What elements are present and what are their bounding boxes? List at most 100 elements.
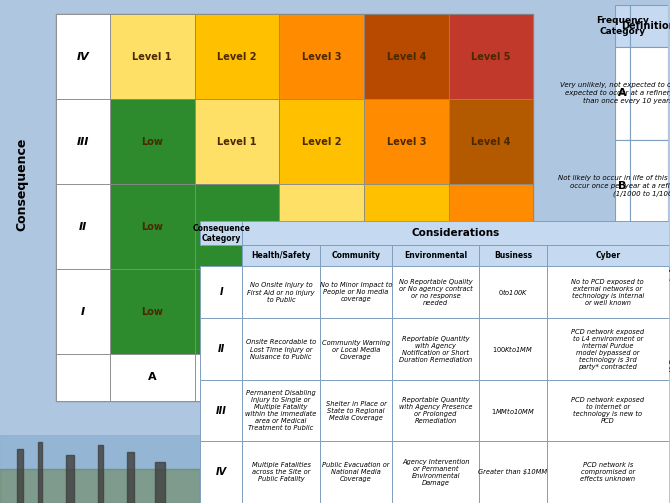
Text: Frequency: Frequency — [259, 405, 331, 418]
Text: E: E — [487, 372, 494, 382]
Bar — [200, 441, 243, 503]
Bar — [243, 380, 320, 441]
Text: Community Warning
or Local Media
Coverage: Community Warning or Local Media Coverag… — [322, 340, 390, 360]
Bar — [56, 15, 533, 400]
Text: Reportable Quantity
with Agency
Notification or Short
Duration Remediation: Reportable Quantity with Agency Notifica… — [399, 336, 472, 363]
Text: Level 5: Level 5 — [471, 52, 511, 62]
Text: PCD network exposed
to L4 environment or
internal Purdue
model bypassed or
techn: PCD network exposed to L4 environment or… — [572, 329, 645, 370]
Bar — [630, 47, 668, 139]
Bar — [200, 380, 243, 441]
Bar — [56, 354, 110, 400]
Bar — [393, 245, 479, 267]
Bar — [320, 318, 393, 380]
Bar — [56, 99, 110, 184]
Text: Consequence: Consequence — [15, 137, 28, 231]
Text: Level 4: Level 4 — [387, 52, 426, 62]
Text: Permanent Disabling
Injury to Single or
Multiple Fatality
within the immediate
a: Permanent Disabling Injury to Single or … — [245, 390, 317, 432]
Bar — [393, 267, 479, 318]
Bar — [279, 15, 364, 99]
Text: $0 to $100K: $0 to $100K — [498, 287, 528, 297]
Bar — [110, 354, 194, 400]
Bar — [479, 318, 547, 380]
Bar — [243, 221, 669, 245]
Bar — [279, 99, 364, 184]
Bar — [630, 5, 668, 47]
Text: Very likely to occur at this facility (>1/10): Very likely to occur at this facility (>… — [576, 435, 670, 442]
Bar — [449, 99, 533, 184]
Bar — [479, 267, 547, 318]
Bar — [547, 318, 669, 380]
Text: Level 3: Level 3 — [471, 222, 511, 231]
Bar — [56, 269, 110, 354]
Bar — [243, 267, 320, 318]
Bar — [615, 407, 630, 470]
Bar — [630, 325, 668, 407]
Bar — [0, 435, 200, 469]
Text: E: E — [618, 434, 626, 444]
Text: Frequency
Category: Frequency Category — [596, 16, 649, 36]
Bar — [279, 184, 364, 269]
Bar — [56, 15, 110, 99]
Bar — [194, 184, 279, 269]
Text: C: C — [318, 372, 326, 382]
Text: A: A — [148, 372, 157, 382]
Bar — [630, 139, 668, 232]
Text: IV: IV — [216, 467, 227, 477]
Text: Community: Community — [332, 252, 381, 261]
Bar — [364, 354, 449, 400]
Text: Cyber: Cyber — [595, 252, 620, 261]
Bar — [243, 318, 320, 380]
Text: Level 2: Level 2 — [217, 52, 257, 62]
Bar — [479, 441, 547, 503]
Bar — [127, 452, 134, 503]
Text: Low: Low — [226, 306, 248, 316]
Bar — [243, 245, 320, 267]
Text: A: A — [618, 88, 626, 98]
Text: PCD network exposed
to internet or
technology is new to
PCD: PCD network exposed to internet or techn… — [572, 397, 645, 425]
Bar — [194, 99, 279, 184]
Text: III: III — [77, 137, 89, 147]
Bar — [320, 245, 393, 267]
Bar — [547, 380, 669, 441]
Bar — [547, 441, 669, 503]
Text: Low: Low — [141, 306, 163, 316]
Bar — [110, 184, 194, 269]
Text: $1MM to $10MM: $1MM to $10MM — [491, 406, 535, 416]
Bar — [449, 354, 533, 400]
Text: Level 1: Level 1 — [302, 222, 341, 231]
Bar — [200, 318, 243, 380]
Text: Low: Low — [311, 306, 332, 316]
Bar — [194, 269, 279, 354]
Text: Considerations: Considerations — [411, 228, 500, 238]
Bar — [200, 267, 243, 318]
Bar — [547, 245, 669, 267]
Bar — [615, 232, 630, 325]
Bar — [393, 380, 479, 441]
Text: II: II — [79, 222, 87, 231]
Bar — [110, 15, 194, 99]
Text: Shelter in Place or
State to Regional
Media Coverage: Shelter in Place or State to Regional Me… — [326, 401, 387, 421]
Bar — [630, 407, 668, 470]
Bar — [320, 441, 393, 503]
Bar — [630, 232, 668, 325]
Bar — [38, 442, 42, 503]
Text: B: B — [232, 372, 241, 382]
Bar — [279, 354, 364, 400]
Bar — [98, 445, 103, 503]
Bar — [479, 380, 547, 441]
Bar — [364, 15, 449, 99]
Text: No Reportable Quality
or No agency contract
or no response
needed: No Reportable Quality or No agency contr… — [399, 279, 472, 306]
Bar — [364, 269, 449, 354]
Bar — [449, 269, 533, 354]
Text: $100K to $1MM: $100K to $1MM — [492, 345, 533, 355]
Bar — [393, 441, 479, 503]
Bar — [200, 221, 243, 245]
Bar — [364, 184, 449, 269]
Text: Definition: Definition — [622, 21, 670, 31]
Bar — [110, 99, 194, 184]
Bar — [66, 456, 74, 503]
Text: Consequence
Category: Consequence Category — [192, 224, 251, 243]
Bar — [243, 441, 320, 503]
Text: Greater than $10MM: Greater than $10MM — [478, 469, 547, 475]
Text: Health/Safety: Health/Safety — [251, 252, 311, 261]
